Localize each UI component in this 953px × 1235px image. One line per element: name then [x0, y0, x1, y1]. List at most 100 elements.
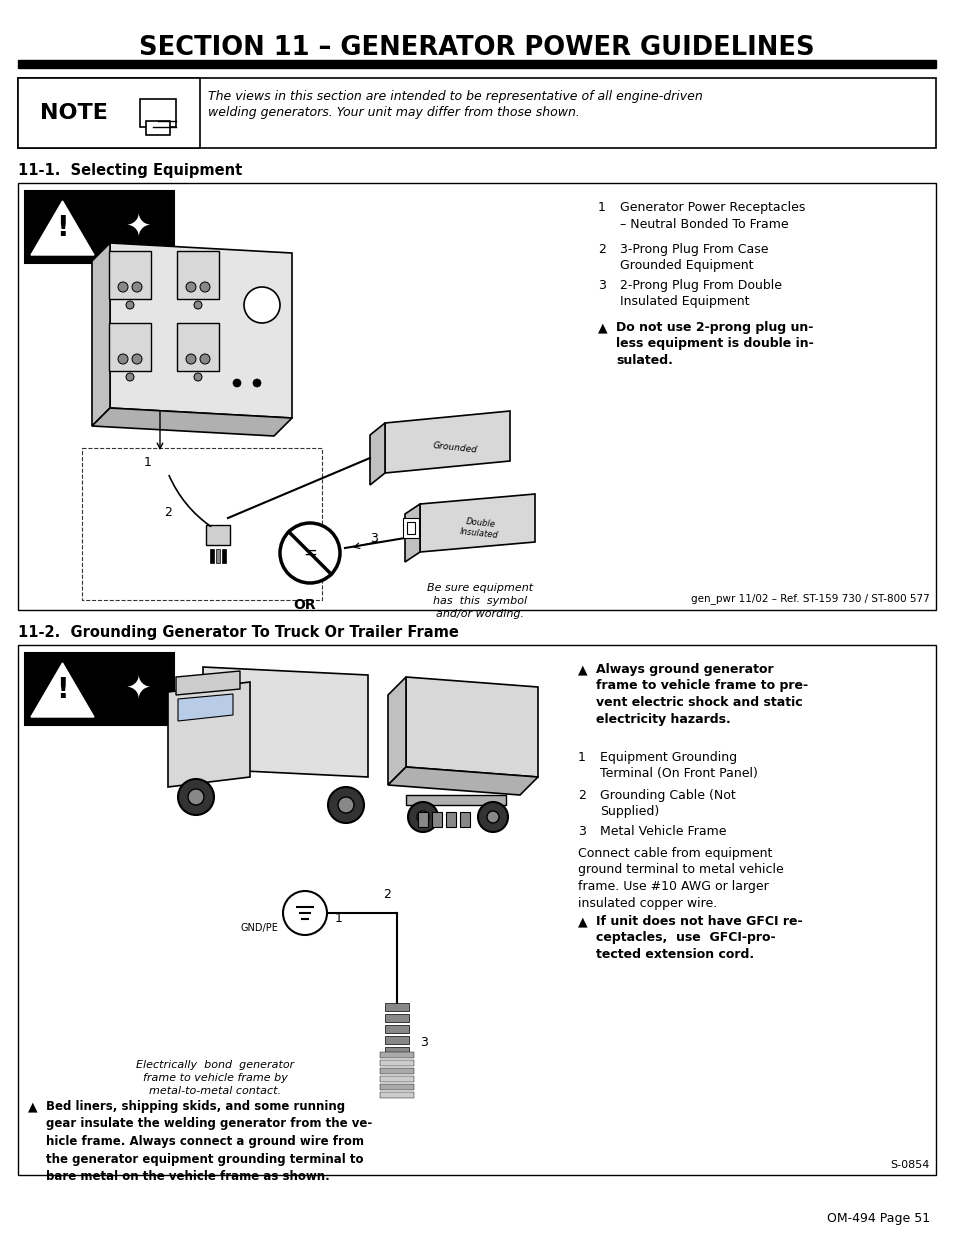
Bar	[379, 1076, 414, 1082]
Bar	[102, 653, 173, 725]
Bar	[18, 78, 200, 148]
Text: The views in this section are intended to be representative of all engine-driven: The views in this section are intended t…	[208, 90, 702, 103]
Text: !: !	[56, 215, 69, 242]
Text: Be sure equipment
has  this  symbol
and/or wording.: Be sure equipment has this symbol and/or…	[427, 583, 533, 620]
Text: ▲: ▲	[578, 915, 587, 927]
Text: Equipment Grounding
Terminal (On Front Panel): Equipment Grounding Terminal (On Front P…	[599, 751, 757, 781]
Text: Bed liners, shipping skids, and some running
gear insulate the welding generator: Bed liners, shipping skids, and some run…	[46, 1100, 372, 1183]
Circle shape	[178, 779, 213, 815]
Polygon shape	[91, 408, 292, 436]
Circle shape	[126, 373, 133, 382]
Circle shape	[416, 811, 429, 823]
Polygon shape	[168, 682, 250, 787]
Text: 3: 3	[419, 1036, 428, 1050]
Text: 3: 3	[598, 279, 605, 291]
Bar	[146, 121, 170, 135]
Bar	[385, 1014, 409, 1023]
Text: !: !	[56, 677, 69, 704]
Bar	[18, 61, 935, 68]
Bar	[25, 191, 100, 263]
Text: Generator Power Receptacles
– Neutral Bonded To Frame: Generator Power Receptacles – Neutral Bo…	[619, 201, 804, 231]
Text: 2: 2	[578, 789, 585, 802]
Bar	[446, 811, 456, 827]
Bar	[206, 525, 230, 545]
Text: ✦: ✦	[125, 212, 151, 242]
Circle shape	[283, 890, 327, 935]
Text: GND/PE: GND/PE	[240, 923, 277, 932]
Text: Grounded: Grounded	[432, 441, 477, 454]
Bar	[406, 795, 505, 805]
Bar	[215, 550, 220, 563]
Text: 2-Prong Plug From Double
Insulated Equipment: 2-Prong Plug From Double Insulated Equip…	[619, 279, 781, 309]
Circle shape	[486, 811, 498, 823]
Text: If unit does not have GFCI re-
ceptacles,  use  GFCI-pro-
tected extension cord.: If unit does not have GFCI re- ceptacles…	[596, 915, 801, 961]
Bar	[109, 324, 151, 370]
Text: 2: 2	[383, 888, 391, 902]
Text: NOTE: NOTE	[40, 103, 108, 124]
Bar	[379, 1068, 414, 1074]
Polygon shape	[406, 677, 537, 777]
Circle shape	[280, 522, 339, 583]
Text: 1: 1	[335, 911, 342, 925]
Text: Always ground generator
frame to vehicle frame to pre-
vent electric shock and s: Always ground generator frame to vehicle…	[596, 663, 807, 725]
Text: Double
Insulated: Double Insulated	[459, 516, 499, 540]
Circle shape	[188, 789, 204, 805]
Circle shape	[200, 282, 210, 291]
Bar	[402, 517, 418, 538]
Bar	[102, 191, 173, 263]
Text: welding generators. Your unit may differ from those shown.: welding generators. Your unit may differ…	[208, 106, 579, 119]
Bar	[210, 550, 213, 563]
Text: Grounding Cable (Not
Supplied): Grounding Cable (Not Supplied)	[599, 789, 735, 819]
Text: OR: OR	[294, 598, 316, 613]
Text: Electrically  bond  generator
frame to vehicle frame by
metal-to-metal contact.: Electrically bond generator frame to veh…	[135, 1060, 294, 1097]
Circle shape	[253, 379, 261, 387]
Text: OM-494 Page 51: OM-494 Page 51	[826, 1212, 929, 1225]
Bar	[140, 99, 175, 127]
Bar	[385, 1003, 409, 1011]
Polygon shape	[30, 201, 94, 254]
Text: ▲: ▲	[28, 1100, 37, 1113]
Text: 1: 1	[144, 457, 152, 469]
Bar	[222, 550, 226, 563]
Bar	[18, 78, 935, 148]
Circle shape	[132, 282, 142, 291]
Text: ▲: ▲	[578, 663, 587, 676]
Text: 11-2.  Grounding Generator To Truck Or Trailer Frame: 11-2. Grounding Generator To Truck Or Tr…	[18, 625, 458, 640]
Text: Metal Vehicle Frame: Metal Vehicle Frame	[599, 825, 726, 839]
Text: 1: 1	[578, 751, 585, 764]
Bar	[25, 653, 100, 725]
Text: Connect cable from equipment
ground terminal to metal vehicle
frame. Use #10 AWG: Connect cable from equipment ground term…	[578, 847, 783, 909]
Text: 3: 3	[370, 532, 377, 546]
Circle shape	[186, 282, 195, 291]
Bar	[379, 1084, 414, 1091]
Circle shape	[118, 282, 128, 291]
Polygon shape	[405, 504, 419, 562]
Text: SECTION 11 – GENERATOR POWER GUIDELINES: SECTION 11 – GENERATOR POWER GUIDELINES	[139, 35, 814, 61]
Polygon shape	[110, 243, 292, 417]
Polygon shape	[178, 694, 233, 721]
Circle shape	[233, 379, 241, 387]
Polygon shape	[370, 424, 385, 485]
Text: 2: 2	[164, 506, 172, 520]
Text: 3-Prong Plug From Case
Grounded Equipment: 3-Prong Plug From Case Grounded Equipmen…	[619, 243, 768, 273]
Bar	[177, 251, 219, 299]
Circle shape	[193, 301, 202, 309]
Circle shape	[244, 287, 280, 324]
Bar	[417, 811, 428, 827]
Bar	[379, 1060, 414, 1066]
Bar	[385, 1025, 409, 1032]
Text: 3: 3	[578, 825, 585, 839]
Circle shape	[477, 802, 507, 832]
Circle shape	[186, 354, 195, 364]
Text: =: =	[303, 543, 316, 562]
Circle shape	[193, 373, 202, 382]
Circle shape	[200, 354, 210, 364]
Circle shape	[126, 301, 133, 309]
Bar	[18, 645, 935, 1174]
Text: gen_pwr 11/02 – Ref. ST-159 730 / ST-800 577: gen_pwr 11/02 – Ref. ST-159 730 / ST-800…	[691, 593, 929, 604]
Circle shape	[408, 802, 437, 832]
Bar	[379, 1052, 414, 1058]
Circle shape	[328, 787, 364, 823]
Polygon shape	[91, 243, 110, 426]
Circle shape	[337, 797, 354, 813]
